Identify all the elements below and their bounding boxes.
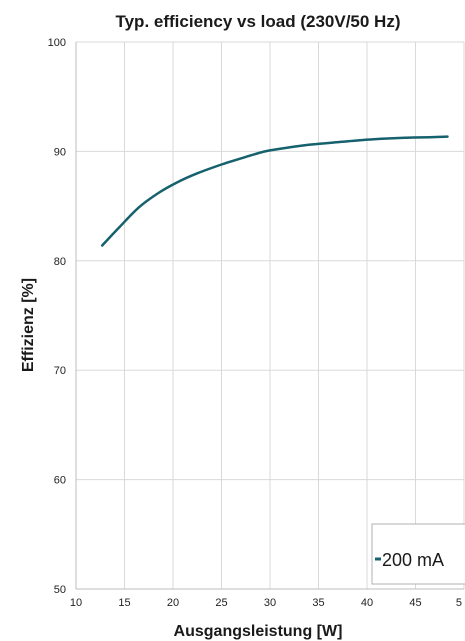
chart-title: Typ. efficiency vs load (230V/50 Hz) (115, 12, 400, 31)
x-tick-label-4: 30 (264, 597, 276, 609)
y-axis-ticks: 50 60 70 80 90 100 (48, 37, 66, 596)
legend-box (371, 523, 465, 585)
x-tick-label-3: 25 (215, 597, 227, 609)
series-group (100, 135, 449, 247)
x-tick-label-8: 5 (456, 597, 462, 609)
x-tick-label-6: 40 (361, 597, 373, 609)
x-tick-label-0: 10 (70, 597, 82, 609)
y-tick-label-0: 50 (54, 584, 66, 596)
y-axis-title: Effizienz [%] (20, 278, 37, 372)
legend: 200 mA (371, 523, 465, 585)
y-tick-label-3: 80 (54, 256, 66, 268)
x-axis-title: Ausgangsleistung [W] (174, 623, 343, 640)
x-tick-label-2: 20 (167, 597, 179, 609)
x-tick-label-5: 35 (312, 597, 324, 609)
x-tick-label-7: 45 (409, 597, 421, 609)
x-axis-ticks: 10 15 20 25 30 35 40 45 5 (70, 597, 462, 609)
y-tick-label-5: 100 (48, 37, 66, 49)
grid (75, 41, 465, 590)
y-tick-label-2: 70 (54, 365, 66, 377)
series-line-0 (100, 135, 449, 247)
y-tick-label-1: 60 (54, 475, 66, 487)
legend-label: 200 mA (382, 550, 444, 570)
y-tick-label-4: 90 (54, 146, 66, 158)
x-tick-label-1: 15 (118, 597, 130, 609)
